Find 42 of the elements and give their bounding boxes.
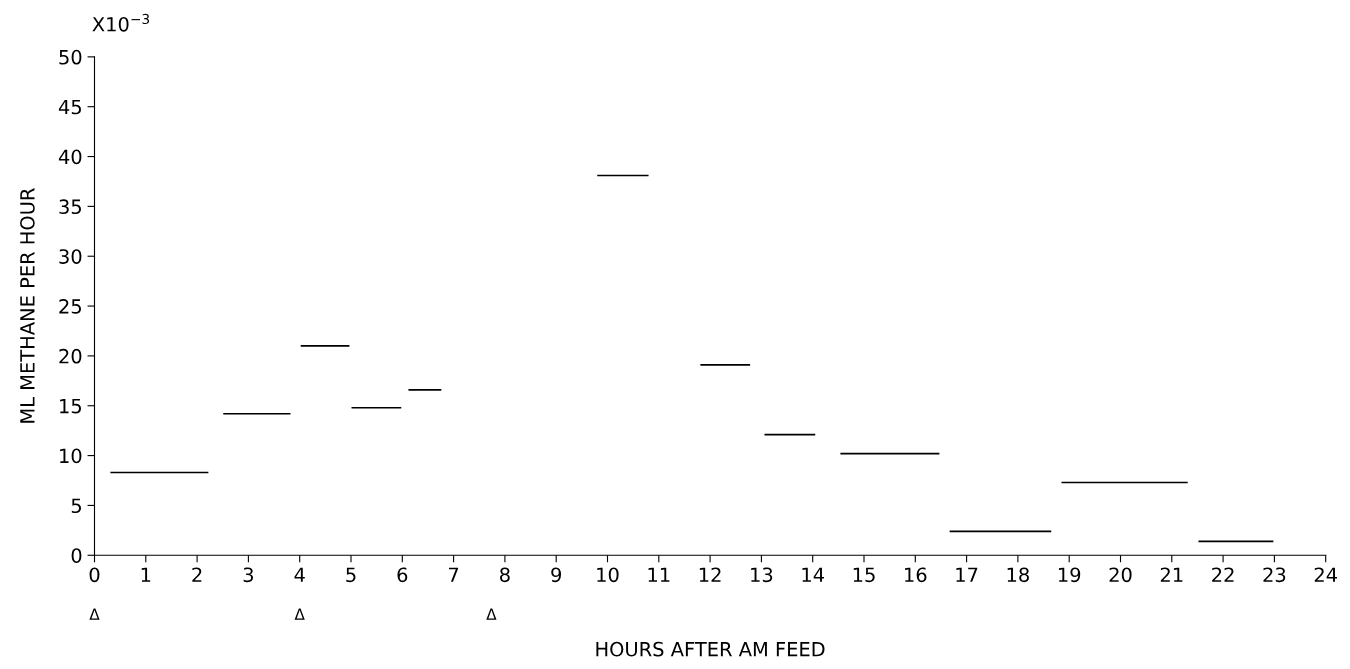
x-tick-label: 20: [1109, 567, 1132, 583]
x-tick-label: 24: [1314, 567, 1337, 582]
text: Δ: [89, 608, 100, 620]
x-tick-label: 16: [905, 567, 927, 583]
y-tick-label: 10: [60, 448, 82, 464]
x-tick-label: 3: [243, 567, 254, 583]
x-axis-title: HOURS AFTER AM FEED: [596, 641, 825, 657]
y-tick-label: 20: [59, 348, 82, 364]
y-tick-label: 50: [59, 49, 82, 65]
x-tick-label: 12: [699, 567, 721, 582]
y-tick-label: 35: [59, 199, 81, 215]
text: X10$^{−3}$: [92, 13, 150, 32]
y-tick-label: 0: [71, 548, 82, 563]
x-tick-label: 18: [1007, 567, 1029, 583]
x-tick-label: 2: [192, 567, 202, 582]
x-tick-label: 21: [1160, 567, 1183, 582]
x-tick-label: 1: [141, 567, 151, 582]
y-tick-label: 5: [71, 498, 81, 514]
x-tick-label: 23: [1263, 567, 1286, 583]
x-tick-label: 6: [397, 567, 408, 583]
text: Δ: [486, 608, 497, 620]
x-tick-label: 17: [956, 567, 978, 582]
x-tick-label: 15: [853, 567, 875, 583]
y-tick-label: 45: [58, 99, 81, 115]
x-tick-label: 10: [597, 567, 619, 583]
x-tick-label: 14: [802, 567, 824, 582]
x-tick-label: 7: [449, 567, 459, 582]
x-tick-label: 4: [294, 567, 305, 582]
x-tick-label: 8: [500, 567, 510, 583]
x-tick-label: 5: [346, 567, 356, 583]
x-tick-label: 0: [89, 567, 100, 583]
y-tick-label: 40: [58, 149, 82, 165]
y-axis-title: ML METHANE PER HOUR: [20, 188, 35, 423]
x-tick-label: 19: [1058, 567, 1081, 583]
x-tick-label: 11: [648, 567, 670, 582]
y-tick-label: 15: [60, 398, 81, 414]
x-tick-label: 9: [551, 567, 562, 583]
y-tick-label: 30: [59, 249, 82, 264]
text: Δ: [294, 608, 305, 620]
y-tick-label: 25: [59, 299, 81, 314]
x-tick-label: 13: [751, 567, 773, 583]
x-tick-label: 22: [1212, 567, 1234, 582]
